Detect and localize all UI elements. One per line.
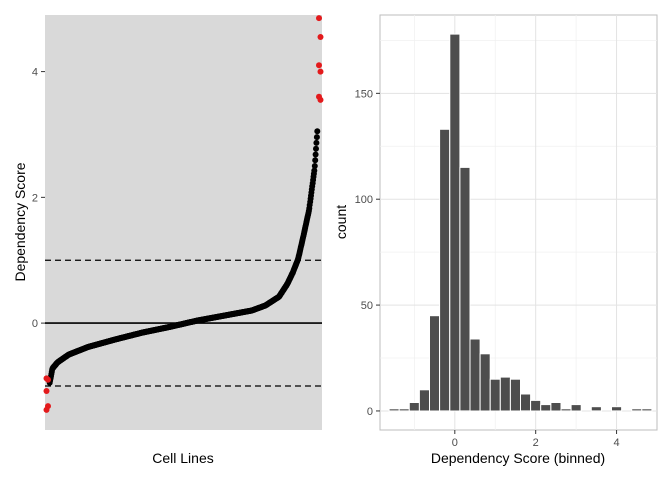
histogram-bar — [611, 406, 623, 412]
data-point — [311, 163, 318, 169]
data-point — [313, 139, 320, 146]
y-tick-label: 150 — [355, 88, 373, 100]
x-tick-label: 2 — [533, 437, 539, 449]
histogram-bar — [631, 408, 643, 412]
x-tick-label: 4 — [613, 437, 619, 449]
histogram-bar — [479, 353, 491, 412]
histogram-x-ticks: 0 2 4 — [452, 430, 620, 449]
data-point — [313, 134, 320, 141]
data-point — [312, 157, 319, 164]
histogram-bar — [489, 378, 501, 412]
data-point — [311, 167, 318, 174]
outlier-point-high — [316, 15, 322, 22]
outlier-point-high — [317, 34, 324, 40]
histogram-bar — [570, 404, 582, 412]
histogram-bar — [418, 389, 430, 412]
y-tick-label: 0 — [367, 406, 373, 418]
histogram-bar — [429, 315, 441, 412]
scatter-y-axis-label: Dependency Score — [12, 162, 28, 281]
histogram-bar — [459, 166, 471, 412]
data-point — [313, 145, 319, 152]
histogram-bar — [530, 399, 542, 412]
outlier-point-low — [45, 376, 51, 383]
data-point — [312, 151, 319, 158]
histogram-bar — [540, 404, 552, 412]
histogram-x-axis-label: Dependency Score (binned) — [431, 450, 605, 466]
scatter-points — [43, 15, 324, 413]
y-tick-label: 4 — [32, 67, 38, 79]
histogram-bar — [499, 376, 511, 412]
y-tick-label: 2 — [32, 192, 38, 204]
histogram-bar — [439, 128, 451, 412]
histogram-bar — [398, 408, 410, 412]
y-tick-label: 0 — [32, 318, 38, 330]
histogram-bar — [520, 393, 532, 412]
scatter-panel-background — [45, 15, 322, 430]
scatter-x-axis-label: Cell Lines — [152, 450, 213, 466]
data-point — [314, 128, 321, 135]
histogram-bar — [641, 408, 653, 412]
histogram-bar — [388, 408, 400, 412]
outlier-point-low — [43, 406, 50, 413]
histogram-bar — [590, 406, 602, 412]
histogram-bar — [550, 402, 562, 412]
y-tick-label: 50 — [361, 300, 373, 312]
y-tick-label: 100 — [355, 194, 373, 206]
outlier-point-high — [317, 68, 324, 75]
histogram-y-ticks: 0 50 100 150 — [355, 88, 380, 418]
outlier-point-high — [316, 62, 322, 69]
histogram-bar — [469, 338, 481, 412]
histogram-bar — [560, 408, 572, 412]
outlier-point-high — [316, 93, 322, 100]
histogram-bar — [509, 378, 521, 412]
histogram-y-axis-label: count — [333, 205, 349, 239]
x-tick-label: 0 — [452, 437, 458, 449]
dependency-scatter-panel: 0 2 4 Cell Lines Dependency Score — [12, 15, 324, 466]
histogram-panel-background — [379, 14, 658, 431]
scatter-y-ticks: 0 2 4 — [32, 67, 45, 330]
histogram-bar — [449, 33, 461, 412]
histogram-bar — [408, 402, 420, 412]
outlier-point-low — [43, 388, 50, 394]
histogram-bars — [388, 33, 653, 412]
